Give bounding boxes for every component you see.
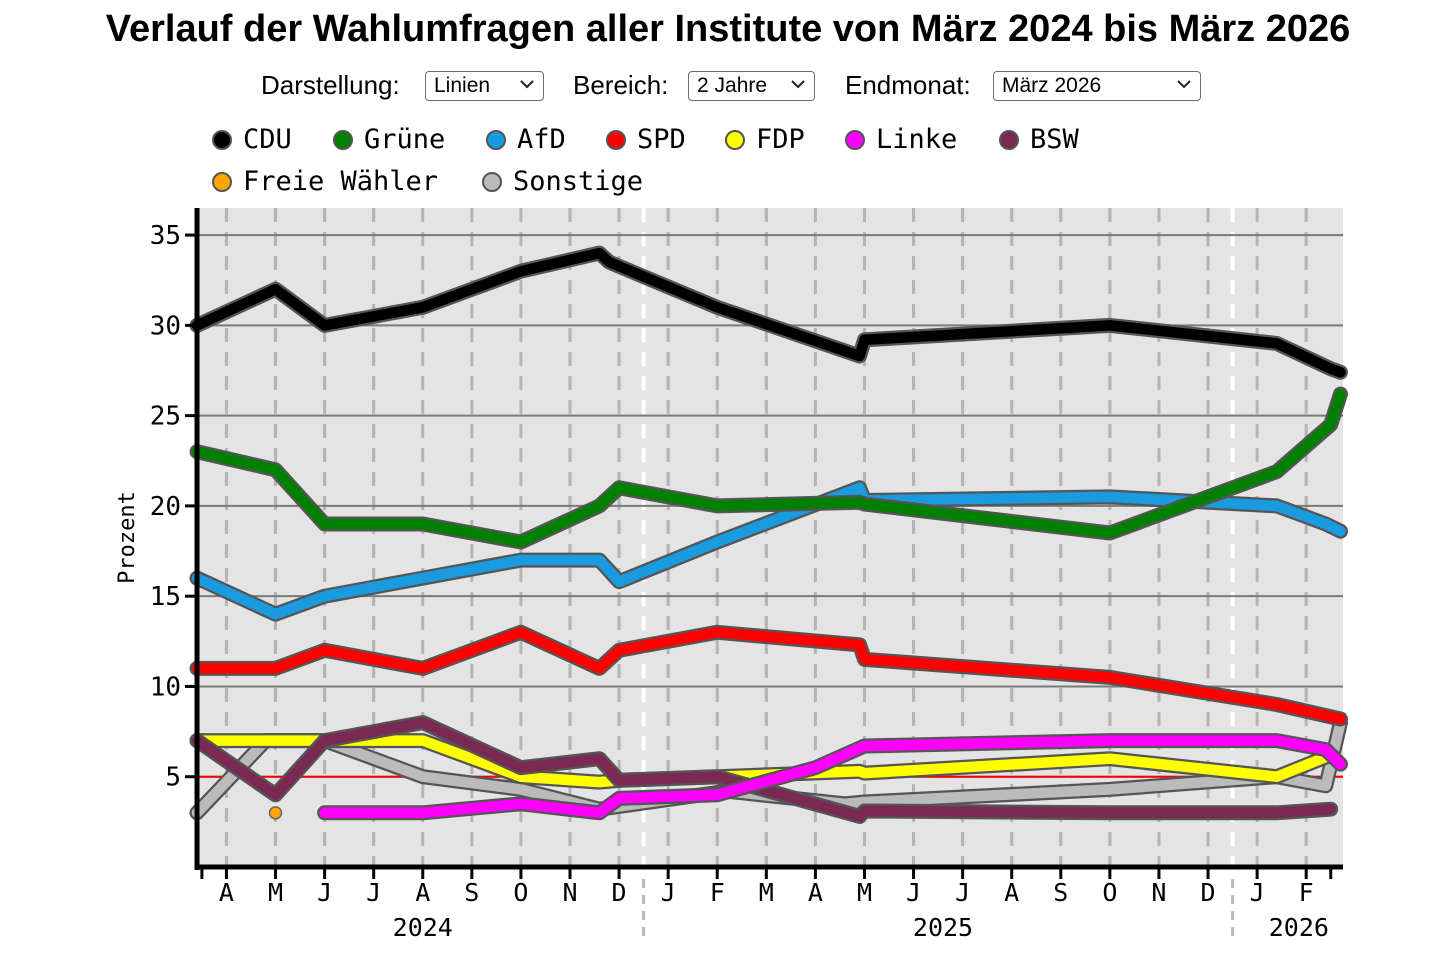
y-tick-label: 25 [150, 402, 181, 432]
month-label: D [1201, 878, 1216, 907]
month-label: A [219, 878, 234, 907]
legend-item-cdu[interactable]: CDU [212, 124, 292, 155]
chevron-down-icon [791, 80, 805, 89]
endmonat-select[interactable]: März 2026 [993, 71, 1201, 101]
legend-dot-linke [845, 129, 865, 150]
month-label: J [955, 878, 970, 907]
y-tick-label: 20 [150, 492, 181, 522]
legend-dot-sonstige [482, 171, 502, 192]
legend-dot-freie-waehler [212, 171, 232, 192]
darstellung-select[interactable]: Linien [425, 71, 544, 101]
month-label: O [513, 878, 528, 907]
legend-label-spd: SPD [637, 124, 686, 155]
point-freie-waehler [268, 806, 283, 820]
grid [197, 208, 1343, 867]
month-label: A [415, 878, 430, 907]
line-linke [319, 735, 1346, 819]
series-bsw [189, 715, 1339, 824]
bereich-value: 2 Jahre [697, 74, 768, 97]
legend-dot-cdu [212, 129, 232, 150]
month-label: J [906, 878, 921, 907]
month-label: F [710, 878, 725, 907]
chevron-down-icon [1177, 80, 1191, 89]
year-label: 2025 [913, 913, 973, 942]
series-lines [189, 245, 1348, 824]
endmonat-value: März 2026 [1002, 74, 1102, 97]
line-gruene [191, 388, 1346, 548]
chevron-down-icon [520, 80, 534, 89]
month-label: J [317, 878, 332, 907]
legend-label-fdp: FDP [756, 124, 805, 155]
endmonat-label: Endmonat: [845, 70, 971, 100]
legend-label-bsw: BSW [1030, 124, 1079, 155]
bereich-label: Bereich: [573, 70, 669, 100]
legend-item-bsw[interactable]: BSW [999, 124, 1079, 155]
month-label: A [1004, 878, 1019, 907]
legend-label-afd: AfD [517, 124, 566, 155]
legend-label-linke: Linke [876, 124, 958, 155]
chart-title: Verlauf der Wahlumfragen aller Institute… [105, 8, 1351, 50]
legend-dot-bsw [999, 129, 1019, 150]
legend-item-fdp[interactable]: FDP [725, 124, 805, 155]
legend-item-linke[interactable]: Linke [845, 124, 957, 155]
legend-item-freie-waehler[interactable]: Freie Wähler [212, 166, 438, 197]
y-tick-label: 10 [150, 672, 181, 702]
year-label: 2026 [1269, 913, 1329, 942]
series-cdu [189, 245, 1348, 380]
series-afd [189, 480, 1348, 622]
bereich-select[interactable]: 2 Jahre [688, 71, 815, 101]
line-bsw [191, 717, 1336, 822]
line-cdu [191, 247, 1346, 378]
legend-dot-gruene [333, 129, 353, 150]
legend-item-afd[interactable]: AfD [486, 124, 566, 155]
line-spd [191, 627, 1346, 725]
legend-dot-fdp [725, 129, 745, 150]
month-label: S [1053, 878, 1068, 907]
darstellung-label: Darstellung: [261, 70, 400, 100]
month-label: J [1250, 878, 1265, 907]
legend-dot-afd [486, 129, 506, 150]
month-label: J [661, 878, 676, 907]
legend-item-sonstige[interactable]: Sonstige [482, 166, 643, 197]
series-gruene [189, 386, 1348, 550]
month-label: M [268, 878, 283, 907]
series-linke [317, 733, 1348, 821]
month-label: J [366, 878, 381, 907]
series-spd [189, 624, 1348, 727]
y-tick-label: 15 [150, 582, 181, 612]
year-label: 2024 [393, 913, 453, 942]
y-tick-label: 35 [150, 221, 181, 251]
legend-label-cdu: CDU [243, 124, 292, 155]
legend-label-gruene: Grüne [364, 124, 446, 155]
month-label: A [808, 878, 823, 907]
legend-item-spd[interactable]: SPD [606, 124, 686, 155]
y-tick-label: 30 [150, 311, 181, 341]
darstellung-value: Linien [434, 74, 491, 97]
month-label: N [1151, 878, 1166, 907]
month-label: D [612, 878, 627, 907]
legend-item-gruene[interactable]: Grüne [333, 124, 445, 155]
legend-label-sonstige: Sonstige [513, 166, 644, 197]
line-afd [191, 482, 1346, 620]
y-tick-label: 5 [165, 763, 181, 793]
month-label: S [464, 878, 479, 907]
legend-label-freie-waehler: Freie Wähler [243, 166, 439, 197]
month-label: F [1299, 878, 1314, 907]
y-axis-label: Prozent [115, 491, 140, 584]
series-freie-waehler [268, 806, 283, 820]
month-label: M [857, 878, 872, 907]
month-label: M [759, 878, 774, 907]
month-label: N [562, 878, 577, 907]
month-label: O [1102, 878, 1117, 907]
legend-dot-spd [606, 129, 626, 150]
